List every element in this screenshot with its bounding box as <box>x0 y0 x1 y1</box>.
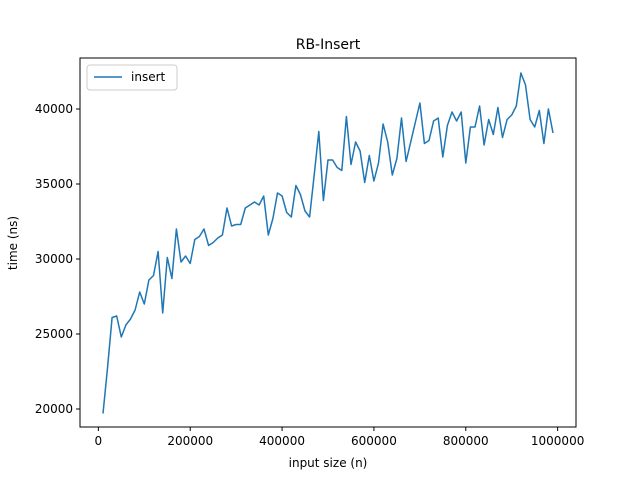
x-tick-label: 1000000 <box>531 434 584 448</box>
chart-title: RB-Insert <box>296 37 361 53</box>
axes-frame <box>79 57 577 428</box>
y-tick-label: 35000 <box>35 177 73 191</box>
series-line-insert <box>102 72 554 414</box>
legend-box <box>86 64 178 91</box>
y-axis: 20000 25000 30000 35000 40000 <box>35 102 80 416</box>
y-tick-label: 30000 <box>35 252 73 266</box>
y-axis-title: time (ns) <box>6 216 20 270</box>
y-tick-label: 40000 <box>35 102 73 116</box>
y-tick-label: 25000 <box>35 327 73 341</box>
y-tick-label: 20000 <box>35 402 73 416</box>
x-tick-label: 0 <box>95 434 103 448</box>
x-tick-label: 600000 <box>351 434 397 448</box>
legend-entry-label: insert <box>131 70 166 84</box>
legend: insert <box>86 64 178 91</box>
x-axis: 0 200000 400000 600000 800000 1000000 <box>95 427 584 448</box>
x-tick-label: 400000 <box>259 434 305 448</box>
x-tick-label: 800000 <box>443 434 489 448</box>
x-axis-title: input size (n) <box>289 456 368 470</box>
x-tick-label: 200000 <box>167 434 213 448</box>
series-layer <box>102 72 554 414</box>
